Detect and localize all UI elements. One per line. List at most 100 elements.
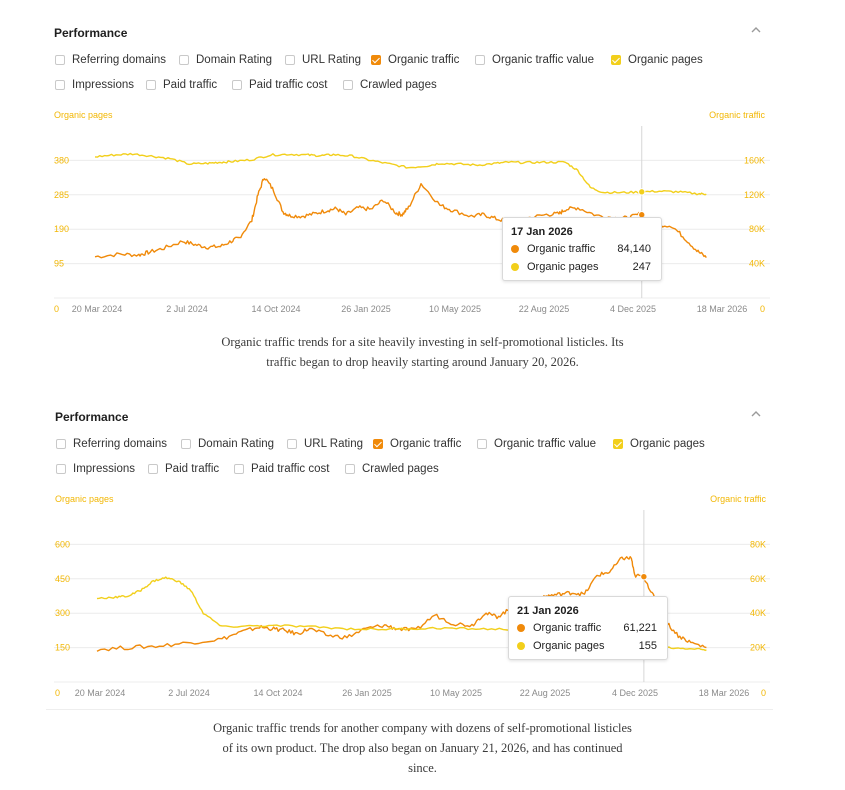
chart-tooltip: 21 Jan 2026 Organic traffic 61,221 Organ… bbox=[508, 596, 668, 660]
checkbox-option[interactable]: Paid traffic cost bbox=[232, 79, 327, 91]
checkbox-icon[interactable] bbox=[234, 464, 244, 474]
checkbox-option[interactable]: Organic pages bbox=[613, 438, 705, 450]
checkbox-icon[interactable] bbox=[287, 439, 297, 449]
tooltip-traffic-row: Organic traffic 61,221 bbox=[517, 622, 657, 634]
checkbox-option[interactable]: Domain Rating bbox=[179, 54, 272, 66]
checkbox-icon[interactable] bbox=[232, 80, 242, 90]
y-right-tick-label: 120K bbox=[744, 190, 765, 200]
checkbox-icon[interactable] bbox=[475, 55, 485, 65]
tooltip-traffic-label: Organic traffic bbox=[527, 243, 596, 255]
checkbox-option[interactable]: Impressions bbox=[56, 463, 135, 475]
chevron-up-icon[interactable] bbox=[750, 408, 762, 423]
tooltip-pages-value: 155 bbox=[638, 640, 657, 652]
x-tick-label: 2 Jul 2024 bbox=[168, 688, 210, 698]
tooltip-pages-label: Organic pages bbox=[533, 640, 605, 652]
y-left-tick-label: 190 bbox=[54, 224, 69, 234]
checkbox-icon[interactable] bbox=[146, 80, 156, 90]
checkbox-icon[interactable] bbox=[148, 464, 158, 474]
checkbox-option[interactable]: URL Rating bbox=[285, 54, 361, 66]
tooltip-date: 17 Jan 2026 bbox=[511, 226, 573, 238]
traffic-dot-icon bbox=[511, 245, 519, 253]
hover-point-organic-pages bbox=[638, 188, 646, 196]
tooltip-date: 21 Jan 2026 bbox=[517, 605, 579, 617]
y-left-tick-label: 450 bbox=[55, 574, 70, 584]
x-tick-label: 26 Jan 2025 bbox=[342, 688, 392, 698]
checkbox-option[interactable]: Organic pages bbox=[611, 54, 703, 66]
checkbox-option[interactable]: Crawled pages bbox=[343, 79, 437, 91]
y-left-tick-label: 150 bbox=[55, 643, 70, 653]
checkbox-label: Impressions bbox=[73, 463, 135, 475]
checkbox-icon[interactable] bbox=[179, 55, 189, 65]
checkbox-option[interactable]: Referring domains bbox=[56, 438, 167, 450]
checkbox-option[interactable]: Organic traffic bbox=[373, 438, 461, 450]
y-axis-left-title: Organic pages bbox=[55, 494, 114, 504]
checkbox-label: Referring domains bbox=[72, 54, 166, 66]
x-tick-label: 20 Mar 2024 bbox=[75, 688, 126, 698]
checkbox-label: Crawled pages bbox=[360, 79, 437, 91]
checkbox-option[interactable]: Paid traffic cost bbox=[234, 463, 329, 475]
checkbox-label: Domain Rating bbox=[196, 54, 273, 66]
checkbox-icon[interactable] bbox=[55, 55, 65, 65]
checkbox-option[interactable]: Organic traffic value bbox=[477, 438, 596, 450]
checkbox-checked-icon[interactable] bbox=[373, 439, 383, 449]
caption-line: Organic traffic trends for another compa… bbox=[213, 721, 632, 735]
checkbox-label: Paid traffic bbox=[163, 79, 218, 91]
y-right-zero-label: 0 bbox=[761, 688, 766, 698]
hover-point-organic-traffic bbox=[640, 572, 648, 581]
checkbox-option[interactable]: Organic traffic value bbox=[475, 54, 594, 66]
checkbox-icon[interactable] bbox=[477, 439, 487, 449]
checkbox-icon[interactable] bbox=[56, 439, 66, 449]
checkbox-option[interactable]: Referring domains bbox=[55, 54, 166, 66]
checkbox-icon[interactable] bbox=[285, 55, 295, 65]
tooltip-pages-row: Organic pages 155 bbox=[517, 640, 657, 652]
checkbox-label: Paid traffic cost bbox=[251, 463, 330, 475]
x-tick-label: 22 Aug 2025 bbox=[520, 688, 571, 698]
y-right-tick-label: 80K bbox=[750, 539, 766, 549]
checkbox-option[interactable]: Impressions bbox=[55, 79, 134, 91]
caption-1: Organic traffic trends for a site heavil… bbox=[0, 332, 845, 372]
y-left-tick-label: 300 bbox=[55, 608, 70, 618]
checkbox-icon[interactable] bbox=[55, 80, 65, 90]
tooltip-traffic-value: 61,221 bbox=[623, 622, 657, 634]
checkbox-label: URL Rating bbox=[304, 438, 364, 450]
x-tick-label: 10 May 2025 bbox=[429, 304, 481, 314]
y-right-zero-label: 0 bbox=[760, 304, 765, 314]
y-left-tick-label: 600 bbox=[55, 539, 70, 549]
checkbox-label: Organic traffic bbox=[388, 54, 460, 66]
pages-dot-icon bbox=[511, 263, 519, 271]
checkbox-label: Organic pages bbox=[630, 438, 705, 450]
checkbox-checked-icon[interactable] bbox=[371, 55, 381, 65]
checkbox-icon[interactable] bbox=[56, 464, 66, 474]
checkbox-option[interactable]: Paid traffic bbox=[148, 463, 219, 475]
y-right-tick-label: 80K bbox=[749, 224, 765, 234]
checkbox-label: Organic traffic value bbox=[492, 54, 595, 66]
checkbox-option[interactable]: Organic traffic bbox=[371, 54, 459, 66]
checkbox-icon[interactable] bbox=[343, 80, 353, 90]
checkbox-option[interactable]: Crawled pages bbox=[345, 463, 439, 475]
x-tick-label: 2 Jul 2024 bbox=[166, 304, 208, 314]
y-left-tick-label: 95 bbox=[54, 259, 64, 269]
checkbox-option[interactable]: Domain Rating bbox=[181, 438, 274, 450]
checkbox-option[interactable]: URL Rating bbox=[287, 438, 363, 450]
checkbox-icon[interactable] bbox=[345, 464, 355, 474]
checkbox-icon[interactable] bbox=[181, 439, 191, 449]
caption-2: Organic traffic trends for another compa… bbox=[0, 718, 845, 778]
y-axis-right-title: Organic traffic bbox=[709, 110, 765, 120]
caption-line: of its own product. The drop also began … bbox=[222, 741, 623, 755]
chart-tooltip: 17 Jan 2026 Organic traffic 84,140 Organ… bbox=[502, 217, 662, 281]
caption-line: since. bbox=[408, 761, 437, 775]
checkbox-option[interactable]: Paid traffic bbox=[146, 79, 217, 91]
checkbox-checked-icon[interactable] bbox=[611, 55, 621, 65]
checkbox-label: Organic traffic value bbox=[494, 438, 597, 450]
checkbox-label: Referring domains bbox=[73, 438, 167, 450]
checkbox-label: Paid traffic cost bbox=[249, 79, 328, 91]
x-tick-label: 4 Dec 2025 bbox=[612, 688, 658, 698]
caption-line: Organic traffic trends for a site heavil… bbox=[221, 335, 624, 349]
tooltip-traffic-value: 84,140 bbox=[617, 243, 651, 255]
caption-line: traffic began to drop heavily starting a… bbox=[266, 355, 579, 369]
checkbox-checked-icon[interactable] bbox=[613, 439, 623, 449]
tooltip-pages-row: Organic pages 247 bbox=[511, 261, 651, 273]
chevron-up-icon[interactable] bbox=[750, 24, 762, 39]
panel-title: Performance bbox=[54, 26, 128, 40]
